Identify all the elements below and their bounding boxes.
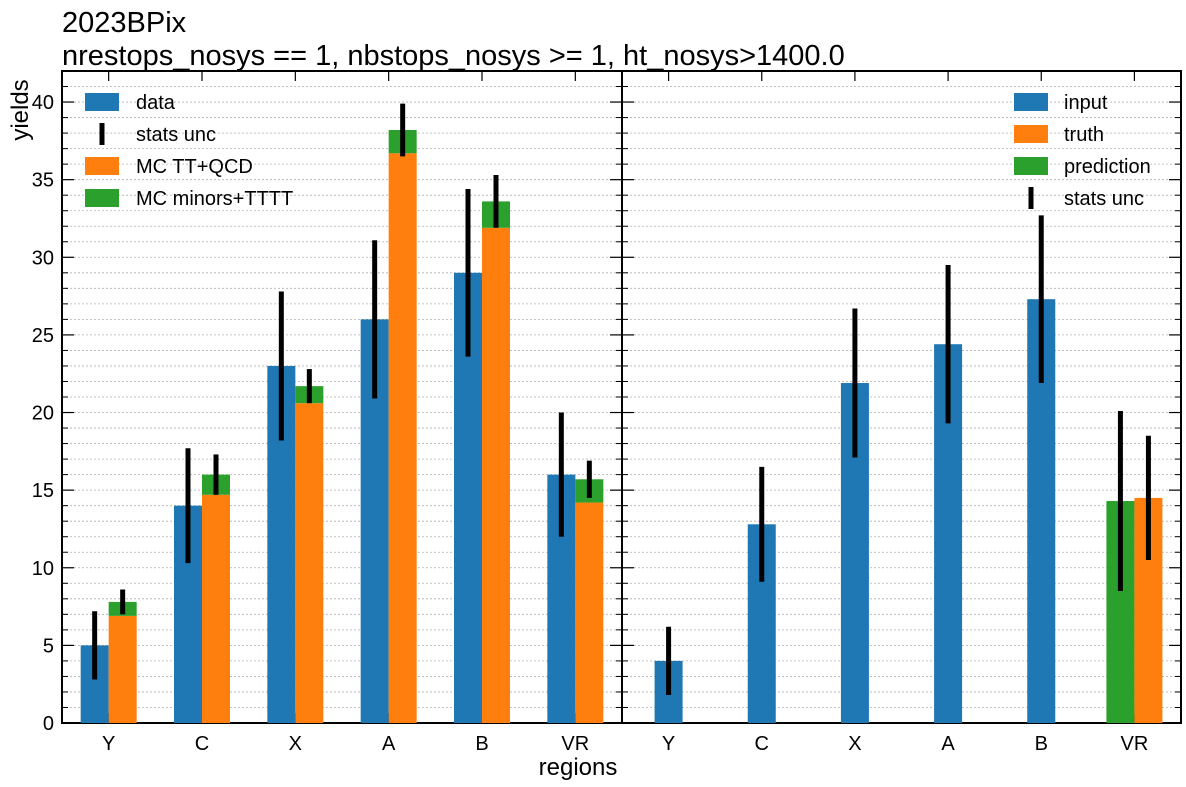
legend-swatch xyxy=(1014,157,1048,175)
y-tick-label: 10 xyxy=(32,558,54,580)
x-tick-label: A xyxy=(382,733,396,755)
x-tick-label: Y xyxy=(662,733,675,755)
y-tick-label: 5 xyxy=(43,635,54,657)
mc-ttqcd-bar xyxy=(295,403,324,723)
x-tick-label: VR xyxy=(561,733,589,755)
legend-swatch xyxy=(85,189,119,207)
legend-label: stats unc xyxy=(136,124,216,146)
legend-label: truth xyxy=(1064,124,1104,146)
legend-swatch xyxy=(85,157,119,175)
x-tick-label: B xyxy=(1035,733,1048,755)
mc-ttqcd-bar xyxy=(388,153,417,723)
y-tick-label: 25 xyxy=(32,325,54,347)
y-tick-label: 20 xyxy=(32,403,54,425)
legend-swatch xyxy=(1014,93,1048,111)
mc-ttqcd-bar xyxy=(575,502,604,723)
mc-ttqcd-bar xyxy=(482,227,510,724)
legend-swatch xyxy=(85,93,119,111)
x-tick-label: B xyxy=(475,733,488,755)
mc-ttqcd-bar xyxy=(108,615,137,723)
y-tick-label: 35 xyxy=(32,170,54,192)
x-tick-label: C xyxy=(195,733,209,755)
legend-label: MC minors+TTTT xyxy=(136,188,293,210)
y-tick-label: 15 xyxy=(32,480,54,502)
legend-label: stats unc xyxy=(1064,188,1144,210)
x-tick-label: X xyxy=(848,733,861,755)
legend-label: data xyxy=(136,92,176,114)
legend-label: input xyxy=(1064,92,1108,114)
mc-ttqcd-bar xyxy=(202,494,230,723)
plot-frame xyxy=(621,70,1182,724)
legend-label: MC TT+QCD xyxy=(136,156,253,178)
x-tick-label: Y xyxy=(102,733,115,755)
left-plot-panel: 0 5 10 15 20 25 30 35 40 Y C X A B VR data stats unc MC T… xyxy=(32,70,623,755)
y-tick-label: 0 xyxy=(43,713,54,735)
x-tick-label: A xyxy=(941,733,955,755)
x-tick-label: VR xyxy=(1121,733,1149,755)
title-line-2: nrestops_nosys == 1, nbstops_nosys >= 1,… xyxy=(62,40,845,72)
legend-swatch xyxy=(1014,125,1048,143)
legend-label: prediction xyxy=(1064,156,1151,178)
x-tick-label: X xyxy=(289,733,302,755)
y-tick-label: 30 xyxy=(32,247,54,269)
right-plot-panel: Y C X A B VR input truth prediction stats unc xyxy=(621,70,1182,755)
y-axis-label: yields xyxy=(7,79,34,140)
x-axis-label: regions xyxy=(539,754,618,781)
y-tick-label: 40 xyxy=(32,92,54,114)
title-line-1: 2023BPix xyxy=(62,7,187,39)
x-tick-label: C xyxy=(755,733,769,755)
